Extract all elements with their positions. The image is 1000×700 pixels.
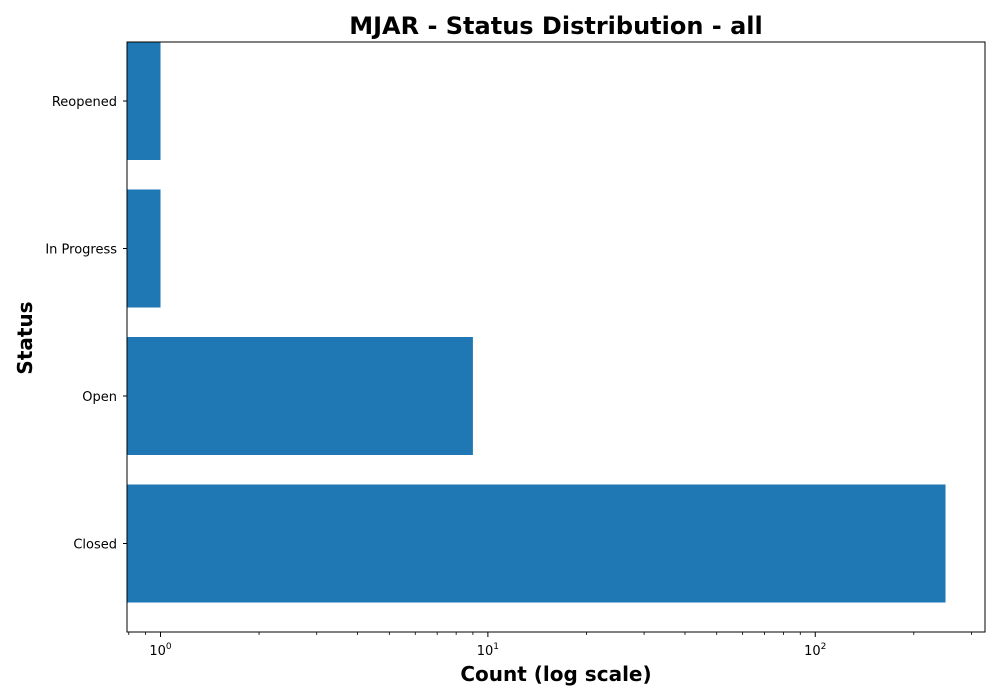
x-tick-label-1: 101 bbox=[477, 642, 499, 659]
y-tick-label-closed: Closed bbox=[73, 538, 117, 553]
chart-title: MJAR - Status Distribution - all bbox=[349, 12, 763, 40]
bars-layer bbox=[127, 42, 946, 603]
y-axis-label: Status bbox=[13, 301, 37, 374]
y-tick-label-in-progress: In Progress bbox=[45, 243, 117, 258]
ticks-layer: Closed Open In Progress Reopened 100 101 102 bbox=[45, 95, 972, 659]
x-axis-label: Count (log scale) bbox=[460, 662, 651, 686]
x-tick-label-0: 100 bbox=[149, 642, 172, 659]
bar-open bbox=[127, 337, 473, 455]
y-tick-label-reopened: Reopened bbox=[52, 95, 117, 110]
x-tick-label-2: 102 bbox=[804, 642, 826, 659]
y-tick-label-open: Open bbox=[82, 390, 117, 405]
bar-in-progress bbox=[127, 189, 161, 308]
bar-closed bbox=[127, 484, 946, 603]
plot-frame bbox=[126, 41, 986, 633]
bar-reopened bbox=[127, 42, 161, 160]
